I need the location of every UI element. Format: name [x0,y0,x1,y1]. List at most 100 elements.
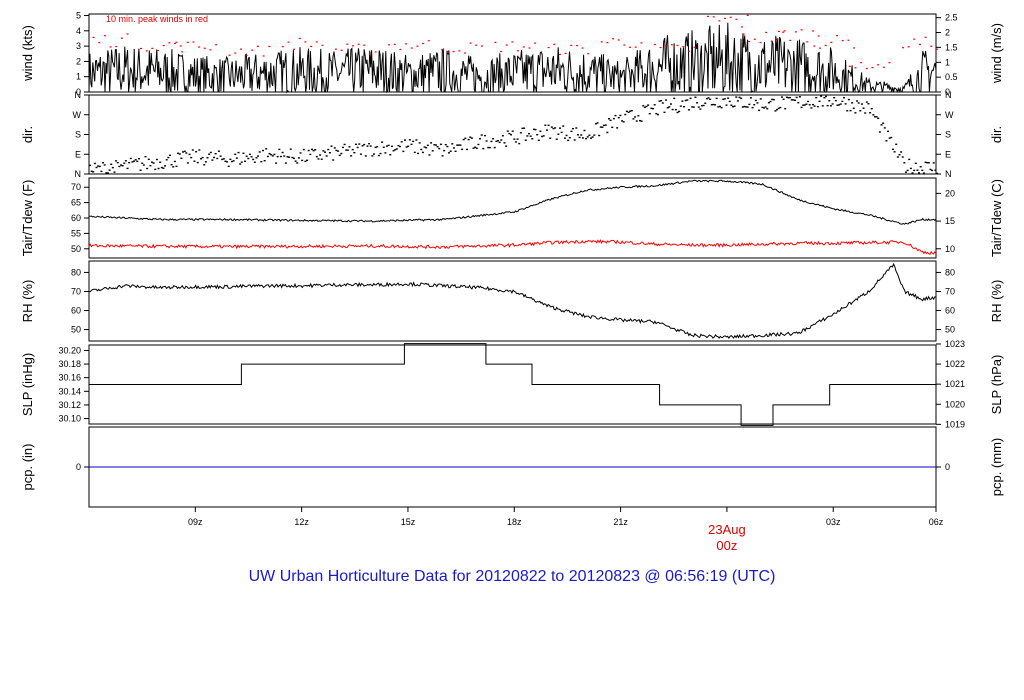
wind-direction-point [120,164,123,166]
wind-direction-point [206,157,209,159]
wind-direction-point [506,130,509,132]
left-tick-label: N [75,169,82,179]
wind-direction-point [410,143,413,146]
wind-direction-point [372,153,375,155]
right-tick-label: E [945,149,951,159]
wind-direction-point [178,153,181,155]
peak-wind-mark [399,48,402,51]
wind-direction-point [627,111,630,114]
right-tick-label: W [945,110,954,120]
wind-direction-point [851,102,854,104]
peak-wind-mark [517,50,520,52]
wind-direction-point [745,106,748,108]
wind-direction-point [397,144,400,147]
wind-direction-point [776,108,779,111]
wind-direction-point [813,105,816,107]
wind-direction-point [704,102,707,104]
wind-direction-point [343,143,346,146]
wind-direction-point [464,137,467,140]
wind-direction-point [196,161,199,164]
wind-direction-point [420,148,423,151]
peak-wind-mark [427,40,430,42]
wind-direction-point [260,160,263,163]
wind-direction-point [216,157,219,160]
peak-wind-mark [334,48,337,50]
right-tick-label: 1019 [945,419,965,429]
wind-direction-point [244,160,247,163]
wind-direction-point [255,157,258,159]
right-tick-label: 1023 [945,339,965,349]
peak-wind-mark [693,46,696,48]
wind-direction-point [929,168,932,171]
wind-direction-point [630,109,633,112]
peak-wind-mark [422,42,425,45]
wind-direction-point [213,156,216,159]
left-tick-label: 55 [71,228,81,238]
wind-direction-point [612,117,615,120]
wind-direction-point [227,165,230,168]
wind-direction-point [880,124,883,126]
x-tick-label: 09z [188,517,203,527]
wind-direction-point [451,143,454,145]
wind-direction-point [823,96,826,99]
wind-direction-point [346,149,349,151]
wind-direction-point [800,106,803,109]
y-axis-label-left: RH (%) [20,280,35,323]
wind-direction-point [183,150,186,152]
wind-direction-point [606,131,609,134]
wind-direction-point [230,160,233,163]
peak-wind-mark [505,44,508,46]
left-tick-label: 1 [76,72,81,82]
wind-direction-point [381,141,384,143]
wind-direction-point [281,151,284,154]
y-axis-label-right: SLP (hPa) [989,355,1004,415]
right-tick-label: 0.5 [945,72,958,82]
left-tick-label: 5 [76,11,81,21]
wind-direction-point [785,96,788,98]
peak-wind-mark [298,37,301,40]
wind-direction-point [172,166,175,168]
wind-direction-point [261,149,264,152]
wind-direction-point [789,96,792,99]
wind-direction-point [190,156,193,159]
peak-wind-mark [623,44,626,46]
wind-direction-point [774,110,777,112]
wind-direction-point [607,118,610,120]
wind-direction-point [557,133,560,135]
wind-direction-point [873,116,876,118]
right-tick-label: 80 [945,267,955,277]
left-tick-label: 70 [71,182,81,192]
wind-direction-point [678,110,681,113]
wind-direction-point [487,146,490,149]
peak-wind-mark [162,44,165,47]
y-axis-label-left: dir. [20,126,35,143]
wind-direction-point [328,152,331,154]
wind-direction-point [518,142,521,145]
peak-wind-mark [239,48,242,50]
panel-slp: 30.10 30.12 30.14 30.16 30.18 30.20 1019 1020 10… [20,339,1004,429]
wind-direction-point [531,138,534,140]
wind-direction-point [736,100,739,102]
peak-wind-mark [888,62,891,64]
wind-direction-point [408,139,411,141]
wind-direction-point [831,103,834,105]
wind-direction-point [805,103,808,105]
wind-direction-point [157,167,160,170]
wind-direction-point [257,155,260,157]
peak-wind-mark [174,42,177,45]
peak-wind-mark [564,52,567,55]
wind-direction-point [699,108,702,110]
wind-direction-point [931,169,934,172]
wind-direction-point [780,96,783,98]
wind-direction-point [291,156,294,159]
wind-direction-point [364,155,367,157]
wind-direction-point [885,140,888,142]
wind-direction-point [936,172,938,175]
wind-direction-point [728,100,731,103]
y-axis-label-right: pcp. (mm) [989,438,1004,497]
left-tick-label: 4 [76,26,81,36]
wind-direction-point [315,155,318,158]
wind-direction-point [934,169,937,171]
peak-wind-mark [109,46,112,48]
wind-direction-point [802,104,805,106]
